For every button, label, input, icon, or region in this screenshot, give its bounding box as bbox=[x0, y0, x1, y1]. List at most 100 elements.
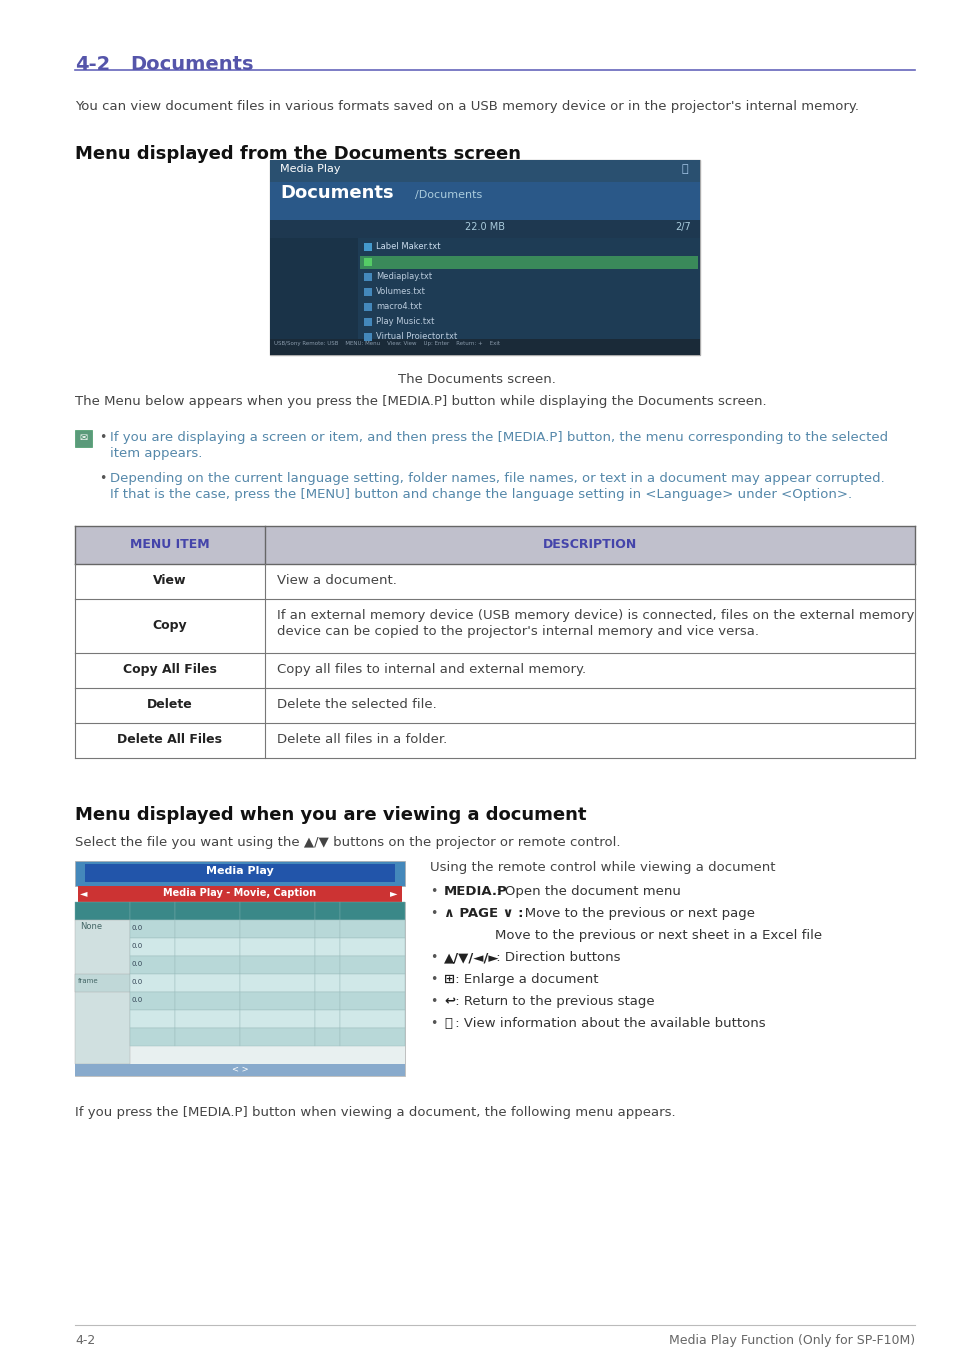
Text: •: • bbox=[430, 995, 436, 1008]
Text: ▲/▼/◄/►: ▲/▼/◄/► bbox=[443, 950, 499, 964]
Text: ◄: ◄ bbox=[80, 888, 88, 898]
Text: •: • bbox=[430, 886, 436, 898]
Text: 0.0: 0.0 bbox=[132, 979, 143, 986]
Text: Volumes.txt: Volumes.txt bbox=[375, 288, 425, 296]
Text: •: • bbox=[430, 950, 436, 964]
Text: Media Play - Movie, Caption: Media Play - Movie, Caption bbox=[163, 888, 316, 898]
Bar bbox=[314, 973, 339, 992]
Text: The Documents screen.: The Documents screen. bbox=[397, 373, 556, 386]
Text: If you press the [MEDIA.P] button when viewing a document, the following menu ap: If you press the [MEDIA.P] button when v… bbox=[75, 1106, 675, 1119]
Bar bbox=[130, 973, 174, 992]
Bar bbox=[339, 1010, 405, 1027]
Bar bbox=[364, 258, 372, 266]
Text: frame: frame bbox=[78, 977, 98, 984]
Bar bbox=[174, 973, 240, 992]
Bar bbox=[75, 1064, 405, 1076]
Bar bbox=[240, 1010, 314, 1027]
Bar bbox=[174, 1010, 240, 1027]
Text: •: • bbox=[430, 1017, 436, 1030]
Text: •: • bbox=[430, 973, 436, 985]
Text: ►: ► bbox=[390, 888, 397, 898]
Text: If that is the case, press the [MENU] button and change the language setting in : If that is the case, press the [MENU] bu… bbox=[110, 487, 851, 501]
Bar bbox=[75, 526, 914, 564]
Bar bbox=[75, 431, 91, 447]
Bar bbox=[314, 938, 339, 956]
Bar bbox=[174, 938, 240, 956]
Text: Select the file you want using the ▲/▼ buttons on the projector or remote contro: Select the file you want using the ▲/▼ b… bbox=[75, 836, 619, 849]
Bar bbox=[174, 902, 240, 919]
Bar bbox=[174, 919, 240, 938]
Bar bbox=[270, 238, 700, 339]
Text: : Return to the previous stage: : Return to the previous stage bbox=[451, 995, 654, 1008]
Bar bbox=[270, 182, 700, 220]
Text: View: View bbox=[153, 574, 187, 587]
Text: /Documents: /Documents bbox=[415, 190, 482, 200]
Text: Copy all files to internal and external memory.: Copy all files to internal and external … bbox=[276, 663, 585, 676]
Text: Play Music.txt: Play Music.txt bbox=[375, 317, 434, 325]
Bar bbox=[270, 220, 700, 238]
Text: 2/7: 2/7 bbox=[675, 221, 690, 232]
Text: Media Play: Media Play bbox=[206, 865, 274, 876]
Bar bbox=[130, 1010, 174, 1027]
Bar bbox=[78, 886, 401, 902]
Text: If an external memory device (USB memory device) is connected, files on the exte: If an external memory device (USB memory… bbox=[276, 609, 913, 622]
Text: Copy: Copy bbox=[152, 620, 187, 632]
Bar bbox=[174, 992, 240, 1010]
Text: Delete All Files: Delete All Files bbox=[117, 733, 222, 747]
Bar bbox=[364, 302, 372, 311]
Bar bbox=[339, 1027, 405, 1046]
Bar bbox=[240, 973, 314, 992]
Text: Menu displayed from the Documents screen: Menu displayed from the Documents screen bbox=[75, 144, 520, 163]
Text: The Menu below appears when you press the [MEDIA.P] button while displaying the : The Menu below appears when you press th… bbox=[75, 396, 766, 408]
Text: MENU ITEM: MENU ITEM bbox=[130, 539, 210, 551]
Text: Move to the previous or next page: Move to the previous or next page bbox=[512, 907, 754, 919]
Text: Delete: Delete bbox=[147, 698, 193, 711]
Text: Label Maker.txt: Label Maker.txt bbox=[375, 242, 440, 251]
Text: USB/Sony Remote: USB    MENU: Menu    View: View    Up: Enter    Return: +    Ex: USB/Sony Remote: USB MENU: Menu View: Vi… bbox=[274, 342, 499, 346]
Text: Delete all files in a folder.: Delete all files in a folder. bbox=[276, 733, 447, 747]
Text: Copy All Files: Copy All Files bbox=[123, 663, 216, 676]
Bar bbox=[174, 1027, 240, 1046]
Bar bbox=[130, 1027, 174, 1046]
Text: ❓: ❓ bbox=[443, 1017, 452, 1030]
Bar bbox=[339, 992, 405, 1010]
Bar bbox=[314, 992, 339, 1010]
Bar bbox=[314, 902, 339, 919]
Text: View a document.: View a document. bbox=[276, 574, 396, 587]
Text: 0.0: 0.0 bbox=[132, 961, 143, 967]
Text: Mediaplay.txt: Mediaplay.txt bbox=[375, 271, 432, 281]
Text: device can be copied to the projector's internal memory and vice versa.: device can be copied to the projector's … bbox=[276, 625, 759, 639]
Text: •: • bbox=[99, 431, 107, 444]
Bar bbox=[240, 919, 314, 938]
Text: MEDIA.P: MEDIA.P bbox=[443, 886, 507, 898]
Bar bbox=[270, 161, 700, 355]
Text: Documents: Documents bbox=[130, 55, 253, 74]
Bar bbox=[75, 861, 405, 886]
Bar bbox=[85, 864, 395, 882]
Bar bbox=[75, 973, 130, 992]
Text: item appears.: item appears. bbox=[110, 447, 202, 460]
Text: Menu displayed when you are viewing a document: Menu displayed when you are viewing a do… bbox=[75, 806, 586, 824]
Bar bbox=[364, 243, 372, 251]
Text: ∧ PAGE ∨ :: ∧ PAGE ∨ : bbox=[443, 907, 523, 919]
Text: 0.0: 0.0 bbox=[132, 925, 143, 932]
Bar bbox=[270, 339, 700, 355]
Bar bbox=[240, 1027, 314, 1046]
Text: Virtual Projector.txt: Virtual Projector.txt bbox=[375, 332, 456, 342]
Text: •: • bbox=[430, 907, 436, 919]
Text: : Open the document menu: : Open the document menu bbox=[491, 886, 679, 898]
Text: < >: < > bbox=[232, 1065, 248, 1075]
Text: 4-2: 4-2 bbox=[75, 1334, 95, 1347]
Bar bbox=[339, 919, 405, 938]
Text: 0.0: 0.0 bbox=[132, 998, 143, 1003]
Bar bbox=[240, 938, 314, 956]
Text: ▶ .000: ▶ .000 bbox=[274, 256, 300, 266]
Bar bbox=[364, 273, 372, 281]
Text: : Direction buttons: : Direction buttons bbox=[491, 950, 619, 964]
Bar bbox=[130, 919, 174, 938]
Bar bbox=[130, 992, 174, 1010]
Bar bbox=[359, 256, 698, 269]
Bar bbox=[314, 919, 339, 938]
Text: Move to the previous or next sheet in a Excel file: Move to the previous or next sheet in a … bbox=[443, 929, 821, 942]
Bar bbox=[339, 973, 405, 992]
